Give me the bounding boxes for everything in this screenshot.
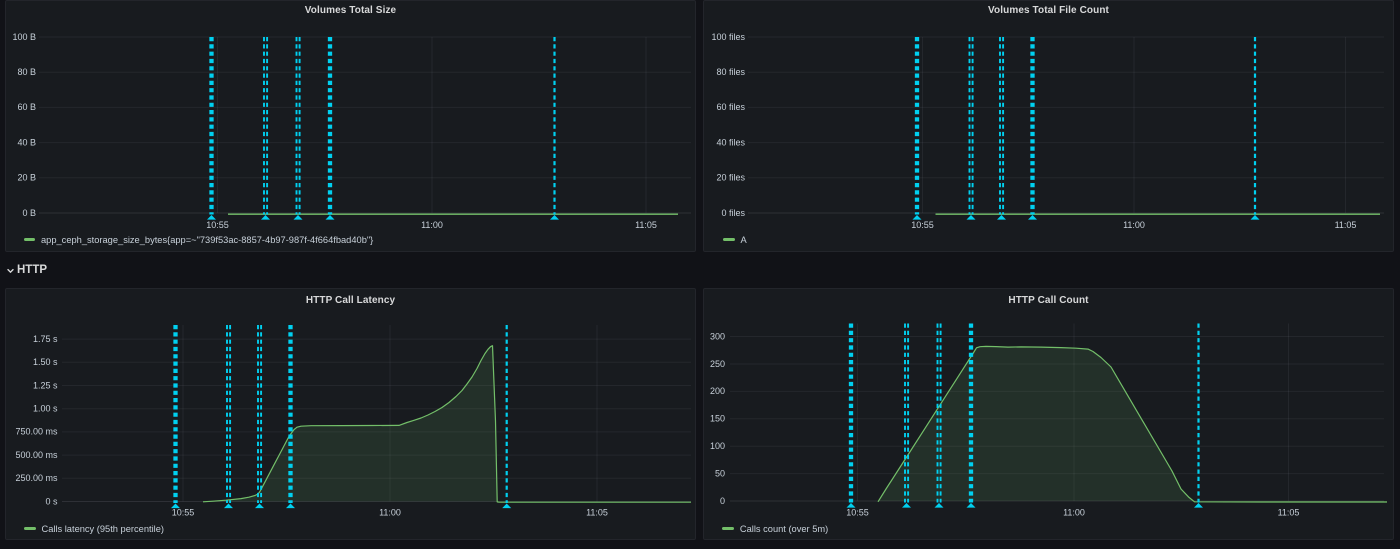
svg-text:500.00 ms: 500.00 ms xyxy=(15,450,58,460)
svg-text:50: 50 xyxy=(715,468,725,478)
svg-text:40 files: 40 files xyxy=(716,137,745,147)
svg-text:0 s: 0 s xyxy=(45,496,58,506)
svg-text:1.50 s: 1.50 s xyxy=(33,357,58,367)
svg-text:40 B: 40 B xyxy=(17,137,36,147)
svg-text:11:05: 11:05 xyxy=(1335,220,1357,230)
svg-text:80 files: 80 files xyxy=(716,67,745,77)
svg-text:0 files: 0 files xyxy=(721,208,745,218)
svg-text:10:55: 10:55 xyxy=(911,220,934,230)
svg-text:1.25 s: 1.25 s xyxy=(33,380,58,390)
svg-text:100: 100 xyxy=(710,441,725,451)
svg-text:200: 200 xyxy=(710,386,725,396)
svg-text:11:00: 11:00 xyxy=(379,508,401,518)
svg-text:11:05: 11:05 xyxy=(586,508,608,518)
svg-text:100 B: 100 B xyxy=(12,32,36,42)
svg-text:1.75 s: 1.75 s xyxy=(33,334,58,344)
svg-text:300: 300 xyxy=(710,331,725,341)
svg-text:10:55: 10:55 xyxy=(172,508,195,518)
svg-text:100 files: 100 files xyxy=(711,32,745,42)
svg-text:10:55: 10:55 xyxy=(846,508,869,518)
svg-text:11:00: 11:00 xyxy=(421,220,443,230)
svg-text:11:05: 11:05 xyxy=(635,220,657,230)
svg-text:10:55: 10:55 xyxy=(206,220,229,230)
svg-text:60 B: 60 B xyxy=(17,102,36,112)
svg-text:20 files: 20 files xyxy=(716,173,745,183)
svg-text:0 B: 0 B xyxy=(22,208,36,218)
svg-text:250: 250 xyxy=(710,359,725,369)
svg-text:750.00 ms: 750.00 ms xyxy=(15,427,58,437)
svg-text:11:05: 11:05 xyxy=(1278,508,1300,518)
svg-text:150: 150 xyxy=(710,414,725,424)
svg-text:60 files: 60 files xyxy=(716,102,745,112)
svg-text:20 B: 20 B xyxy=(17,173,36,183)
svg-text:80 B: 80 B xyxy=(17,67,36,77)
svg-text:250.00 ms: 250.00 ms xyxy=(15,473,58,483)
svg-text:1.00 s: 1.00 s xyxy=(33,404,58,414)
svg-text:11:00: 11:00 xyxy=(1063,508,1085,518)
svg-text:0: 0 xyxy=(720,496,725,506)
svg-text:11:00: 11:00 xyxy=(1123,220,1145,230)
